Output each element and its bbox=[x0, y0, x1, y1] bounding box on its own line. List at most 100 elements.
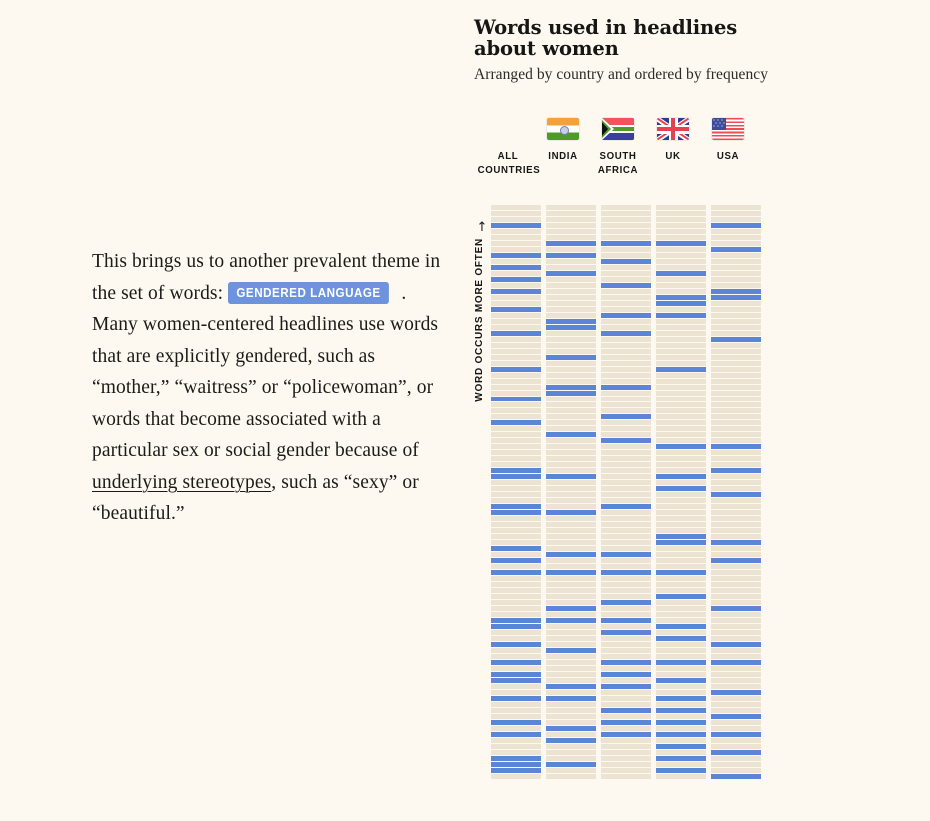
word-row[interactable] bbox=[711, 707, 761, 713]
word-row[interactable] bbox=[491, 228, 541, 234]
word-row[interactable] bbox=[711, 701, 761, 707]
word-row[interactable] bbox=[546, 390, 596, 396]
word-row[interactable] bbox=[656, 330, 706, 336]
word-row[interactable] bbox=[491, 558, 541, 564]
word-row[interactable] bbox=[601, 312, 651, 318]
word-row[interactable] bbox=[711, 240, 761, 246]
word-row[interactable] bbox=[711, 773, 761, 779]
word-row[interactable] bbox=[656, 492, 706, 498]
word-row[interactable] bbox=[546, 689, 596, 695]
word-row[interactable] bbox=[601, 372, 651, 378]
word-row[interactable] bbox=[711, 761, 761, 767]
word-row[interactable] bbox=[546, 408, 596, 414]
word-row[interactable] bbox=[601, 540, 651, 546]
word-row[interactable] bbox=[601, 695, 651, 701]
word-column-india[interactable] bbox=[546, 205, 596, 779]
word-row[interactable] bbox=[491, 635, 541, 641]
word-row[interactable] bbox=[546, 695, 596, 701]
word-row[interactable] bbox=[546, 276, 596, 282]
word-row[interactable] bbox=[656, 252, 706, 258]
word-row[interactable] bbox=[601, 390, 651, 396]
word-row[interactable] bbox=[601, 228, 651, 234]
word-row[interactable] bbox=[656, 677, 706, 683]
word-row[interactable] bbox=[546, 570, 596, 576]
word-row[interactable] bbox=[601, 396, 651, 402]
word-row[interactable] bbox=[656, 713, 706, 719]
word-row[interactable] bbox=[491, 258, 541, 264]
word-row[interactable] bbox=[656, 504, 706, 510]
word-row[interactable] bbox=[656, 737, 706, 743]
word-row[interactable] bbox=[656, 486, 706, 492]
word-row[interactable] bbox=[656, 647, 706, 653]
word-row[interactable] bbox=[601, 420, 651, 426]
word-row[interactable] bbox=[656, 228, 706, 234]
word-row[interactable] bbox=[491, 396, 541, 402]
word-row[interactable] bbox=[546, 492, 596, 498]
word-row[interactable] bbox=[656, 480, 706, 486]
word-row[interactable] bbox=[491, 456, 541, 462]
word-row[interactable] bbox=[601, 318, 651, 324]
word-row[interactable] bbox=[601, 450, 651, 456]
word-row[interactable] bbox=[546, 336, 596, 342]
word-row[interactable] bbox=[711, 719, 761, 725]
word-row[interactable] bbox=[601, 474, 651, 480]
word-row[interactable] bbox=[601, 432, 651, 438]
word-row[interactable] bbox=[656, 701, 706, 707]
word-row[interactable] bbox=[656, 450, 706, 456]
word-row[interactable] bbox=[601, 240, 651, 246]
word-row[interactable] bbox=[601, 492, 651, 498]
word-row[interactable] bbox=[711, 234, 761, 240]
word-row[interactable] bbox=[711, 623, 761, 629]
word-row[interactable] bbox=[491, 576, 541, 582]
word-row[interactable] bbox=[711, 210, 761, 216]
word-row[interactable] bbox=[491, 629, 541, 635]
word-row[interactable] bbox=[601, 342, 651, 348]
word-row[interactable] bbox=[711, 330, 761, 336]
column-header-uk[interactable]: UK bbox=[640, 118, 706, 163]
word-row[interactable] bbox=[656, 731, 706, 737]
word-row[interactable] bbox=[711, 222, 761, 228]
word-row[interactable] bbox=[601, 216, 651, 222]
word-row[interactable] bbox=[711, 438, 761, 444]
underlying-stereotypes-link[interactable]: underlying stereotypes bbox=[92, 471, 272, 493]
word-row[interactable] bbox=[656, 659, 706, 665]
word-row[interactable] bbox=[601, 384, 651, 390]
word-row[interactable] bbox=[601, 462, 651, 468]
word-row[interactable] bbox=[491, 528, 541, 534]
word-row[interactable] bbox=[601, 623, 651, 629]
word-row[interactable] bbox=[601, 611, 651, 617]
word-row[interactable] bbox=[601, 438, 651, 444]
word-row[interactable] bbox=[711, 252, 761, 258]
word-row[interactable] bbox=[546, 432, 596, 438]
word-row[interactable] bbox=[601, 516, 651, 522]
word-row[interactable] bbox=[546, 755, 596, 761]
word-row[interactable] bbox=[711, 576, 761, 582]
word-column-usa[interactable] bbox=[711, 205, 761, 779]
word-row[interactable] bbox=[546, 486, 596, 492]
word-row[interactable] bbox=[656, 276, 706, 282]
word-row[interactable] bbox=[711, 205, 761, 210]
word-row[interactable] bbox=[491, 582, 541, 587]
word-row[interactable] bbox=[491, 378, 541, 384]
word-row[interactable] bbox=[491, 210, 541, 216]
word-row[interactable] bbox=[601, 282, 651, 288]
word-row[interactable] bbox=[546, 294, 596, 300]
word-row[interactable] bbox=[656, 318, 706, 324]
word-row[interactable] bbox=[601, 522, 651, 528]
word-row[interactable] bbox=[711, 665, 761, 671]
word-row[interactable] bbox=[656, 671, 706, 677]
word-row[interactable] bbox=[601, 330, 651, 336]
word-row[interactable] bbox=[491, 671, 541, 677]
word-row[interactable] bbox=[491, 312, 541, 318]
word-row[interactable] bbox=[491, 444, 541, 450]
word-row[interactable] bbox=[656, 558, 706, 564]
word-row[interactable] bbox=[491, 384, 541, 390]
word-row[interactable] bbox=[601, 570, 651, 576]
word-row[interactable] bbox=[656, 300, 706, 306]
word-row[interactable] bbox=[491, 240, 541, 246]
word-row[interactable] bbox=[546, 216, 596, 222]
word-row[interactable] bbox=[601, 205, 651, 210]
word-row[interactable] bbox=[491, 354, 541, 360]
word-row[interactable] bbox=[656, 629, 706, 635]
word-row[interactable] bbox=[546, 576, 596, 582]
